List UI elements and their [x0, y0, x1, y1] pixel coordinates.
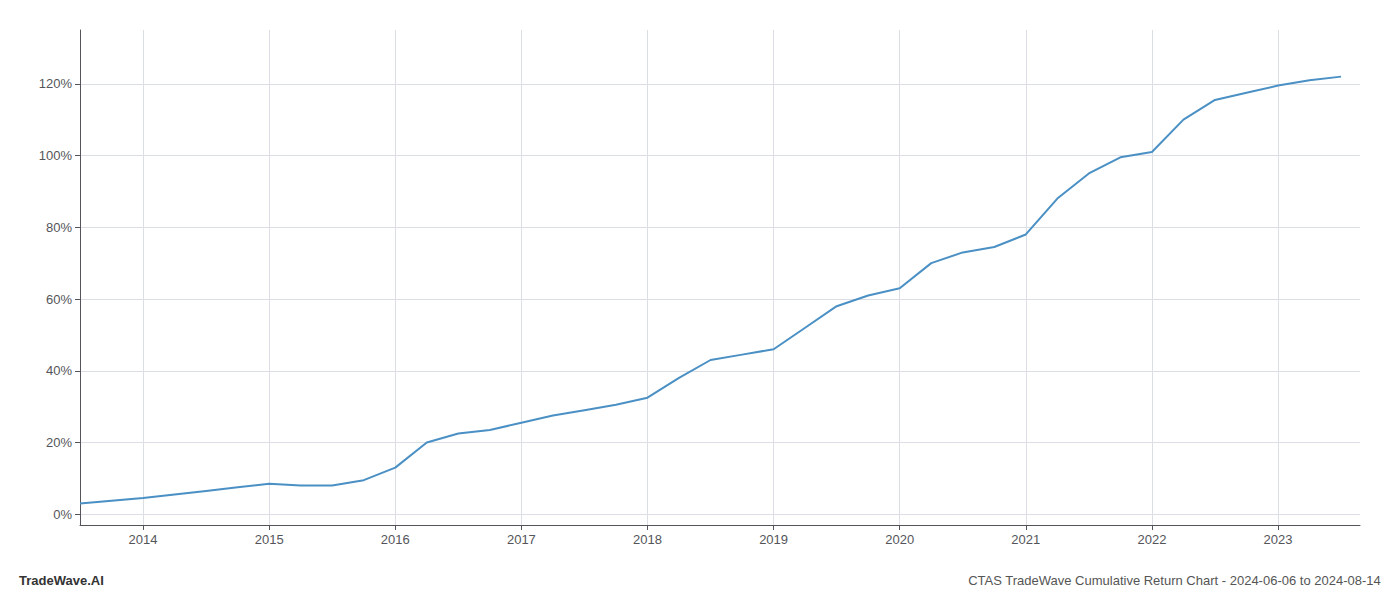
svg-text:2021: 2021: [1011, 532, 1040, 547]
svg-text:2016: 2016: [381, 532, 410, 547]
svg-text:120%: 120%: [39, 76, 73, 91]
svg-text:2015: 2015: [255, 532, 284, 547]
svg-text:2020: 2020: [885, 532, 914, 547]
svg-text:40%: 40%: [46, 363, 72, 378]
svg-text:0%: 0%: [53, 507, 72, 522]
svg-text:2014: 2014: [129, 532, 158, 547]
svg-text:20%: 20%: [46, 435, 72, 450]
svg-text:80%: 80%: [46, 220, 72, 235]
svg-text:CTAS TradeWave Cumulative Retu: CTAS TradeWave Cumulative Return Chart -…: [968, 573, 1381, 588]
svg-text:2023: 2023: [1264, 532, 1293, 547]
svg-text:2018: 2018: [633, 532, 662, 547]
svg-text:2022: 2022: [1137, 532, 1166, 547]
svg-text:2019: 2019: [759, 532, 788, 547]
svg-text:2017: 2017: [507, 532, 536, 547]
svg-text:TradeWave.AI: TradeWave.AI: [19, 573, 104, 588]
svg-text:100%: 100%: [39, 148, 73, 163]
svg-text:60%: 60%: [46, 292, 72, 307]
